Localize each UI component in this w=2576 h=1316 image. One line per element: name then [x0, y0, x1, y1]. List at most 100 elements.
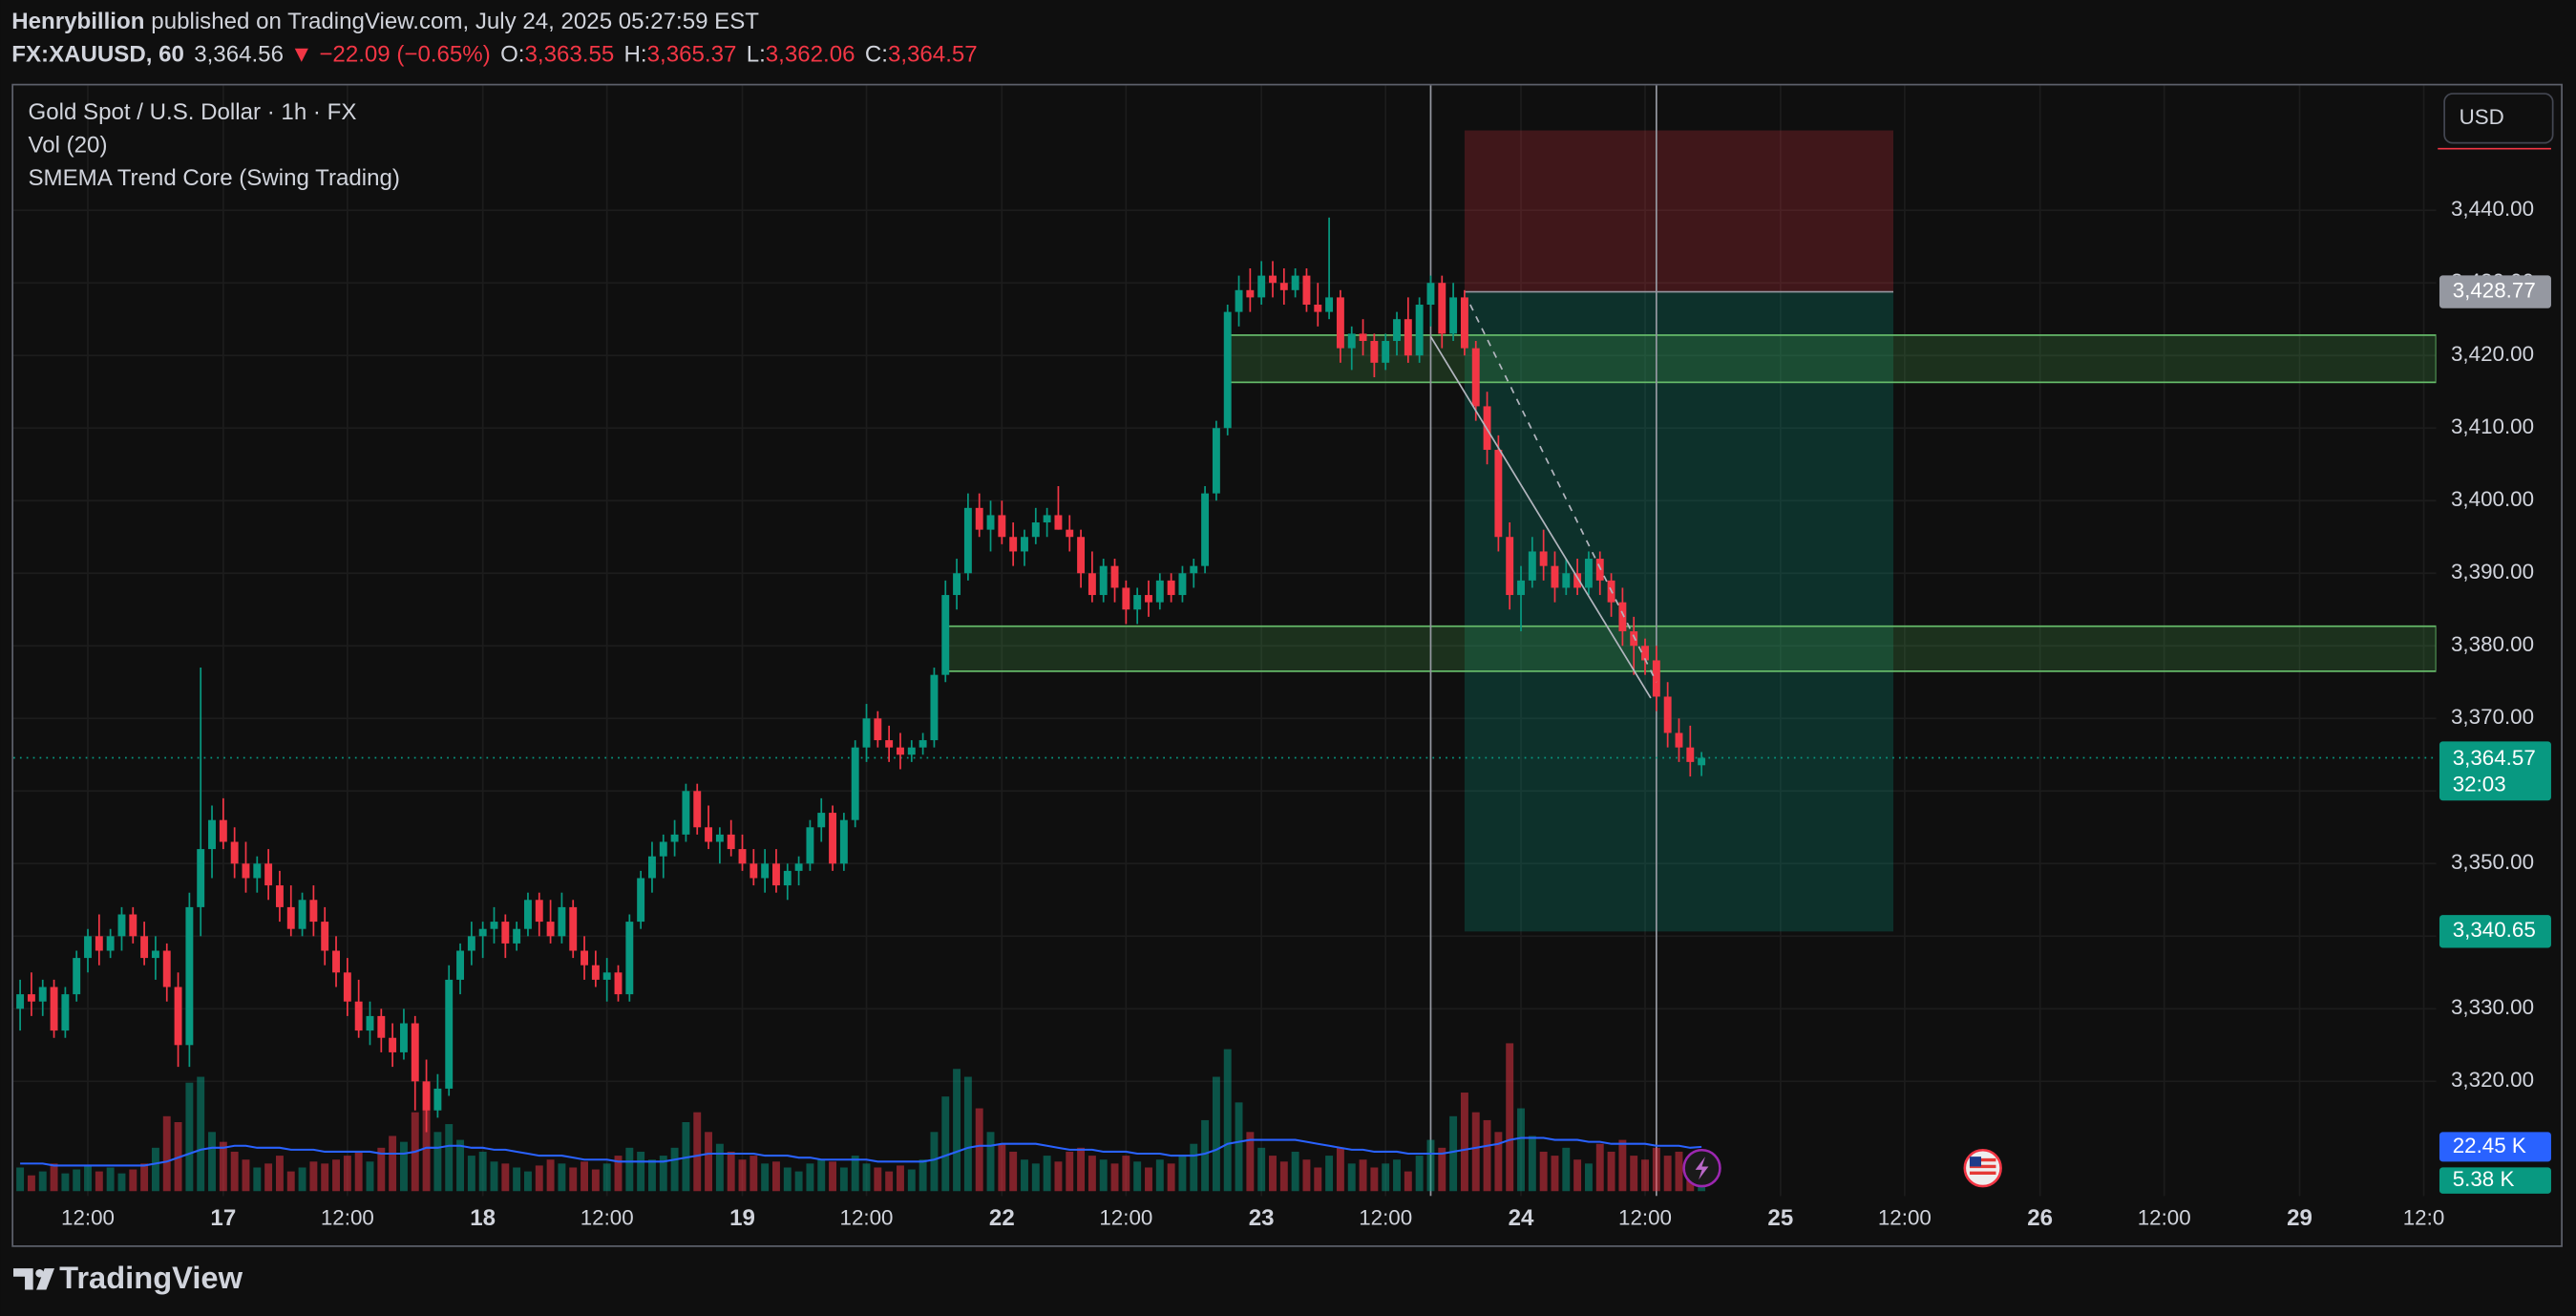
- volume-bar: [705, 1132, 713, 1192]
- volume-bar: [1279, 1161, 1288, 1192]
- target-zone: [1464, 291, 1894, 932]
- volume-bar: [1584, 1163, 1593, 1192]
- candle-body: [219, 819, 227, 842]
- volume-bar: [50, 1163, 58, 1192]
- flag-canton: [1969, 1157, 1981, 1167]
- volume-bar: [1201, 1119, 1210, 1192]
- volume-bar: [478, 1151, 487, 1192]
- candle-body: [343, 972, 351, 1002]
- candle-body: [975, 507, 983, 530]
- volume-bar: [513, 1167, 521, 1192]
- volume-bar: [208, 1132, 216, 1192]
- candle-body: [1087, 573, 1096, 596]
- candle-body: [1099, 565, 1108, 596]
- volume-bar: [1483, 1119, 1491, 1192]
- stop-zone: [1464, 130, 1894, 292]
- volume-bar: [321, 1163, 329, 1192]
- ohlc-value: 3,364.57: [888, 42, 978, 68]
- volume-bar: [1551, 1156, 1559, 1192]
- volume-bar: [1178, 1156, 1187, 1192]
- candle-body: [174, 987, 182, 1046]
- candle-body: [851, 747, 859, 820]
- ohlc-key: L:: [747, 42, 766, 68]
- candle-body: [50, 987, 58, 1031]
- candle-body: [523, 900, 532, 929]
- candle-body: [535, 900, 543, 923]
- volume-bar: [95, 1171, 103, 1192]
- candle-body: [513, 928, 521, 944]
- candle-body: [1370, 341, 1379, 363]
- candle-body: [1494, 450, 1503, 538]
- volume-bar: [377, 1147, 386, 1192]
- author: Henrybillion: [11, 9, 144, 34]
- volume-bar: [1426, 1139, 1435, 1192]
- x-tick-label: 12:00: [61, 1205, 115, 1229]
- candle-body: [467, 936, 475, 951]
- candle-body: [456, 950, 464, 980]
- volume-bar: [772, 1161, 780, 1192]
- volume-bar: [230, 1151, 239, 1192]
- candle-body: [897, 747, 904, 755]
- candle-body: [727, 834, 735, 850]
- candle-body: [1235, 289, 1243, 312]
- volume-bar: [1471, 1112, 1480, 1192]
- candle-body: [1269, 275, 1277, 284]
- y-tick-label: 3,320.00: [2451, 1068, 2534, 1092]
- chart-title: Gold Spot / U.S. Dollar · 1h · FX: [28, 99, 356, 125]
- volume-label: 5.38 K: [2453, 1167, 2515, 1191]
- candle-body: [1155, 580, 1164, 603]
- currency-button[interactable]: [2443, 93, 2554, 144]
- y-tick-label: 3,370.00: [2451, 705, 2534, 729]
- x-tick-label: 12:00: [1618, 1205, 1672, 1229]
- candle-body: [1201, 493, 1210, 566]
- ohlc-value: 3,363.55: [525, 42, 615, 68]
- candle-body: [1675, 732, 1683, 748]
- candle-body: [1178, 573, 1187, 596]
- candle-body: [1212, 428, 1220, 494]
- candle-body: [117, 914, 126, 937]
- volume-bar: [1347, 1163, 1356, 1192]
- candle-body: [298, 900, 306, 929]
- volume-bar: [253, 1167, 262, 1192]
- volume-bar: [546, 1159, 555, 1192]
- candle-body: [1190, 565, 1198, 574]
- support-zone: [944, 625, 2437, 672]
- candle-body: [738, 849, 747, 864]
- volume-bar: [467, 1156, 475, 1192]
- candle-body: [1698, 757, 1706, 766]
- volume-bar: [1167, 1163, 1175, 1192]
- candle-body: [670, 834, 679, 842]
- candle-body: [1347, 333, 1356, 349]
- volume-bar: [1145, 1167, 1152, 1192]
- candle-body: [129, 914, 137, 937]
- candle-body: [399, 1023, 408, 1052]
- candle-body: [1562, 573, 1571, 588]
- candle-body: [1539, 551, 1548, 566]
- y-tick-label: 3,380.00: [2451, 632, 2534, 656]
- volume-bar: [490, 1161, 498, 1192]
- volume-bar: [1641, 1159, 1649, 1192]
- volume-bar: [1506, 1043, 1514, 1192]
- volume-bar: [930, 1132, 939, 1192]
- logo-dot: [35, 1268, 44, 1278]
- volume-bar: [1528, 1136, 1536, 1192]
- volume-bar: [61, 1173, 70, 1192]
- candle-body: [106, 936, 115, 951]
- x-tick-label: 24: [1509, 1205, 1534, 1231]
- currency[interactable]: USD: [2460, 105, 2504, 129]
- volume-bar: [1223, 1049, 1232, 1192]
- candle-body: [839, 819, 848, 864]
- volume-bar: [862, 1163, 871, 1192]
- x-tick-label: 12:00: [581, 1205, 634, 1229]
- volume-bar: [1539, 1151, 1548, 1192]
- y-tick-label: 3,330.00: [2451, 995, 2534, 1019]
- last: 3,364.56: [194, 42, 284, 68]
- candle-body: [1471, 348, 1480, 407]
- volume-bar: [1314, 1167, 1322, 1192]
- candle-body: [659, 841, 667, 857]
- volume-bar: [953, 1069, 961, 1192]
- candle-body: [1551, 565, 1559, 588]
- volume-bar: [637, 1151, 645, 1192]
- volume-bar: [73, 1169, 81, 1192]
- target-label: 3,340.65: [2453, 918, 2536, 942]
